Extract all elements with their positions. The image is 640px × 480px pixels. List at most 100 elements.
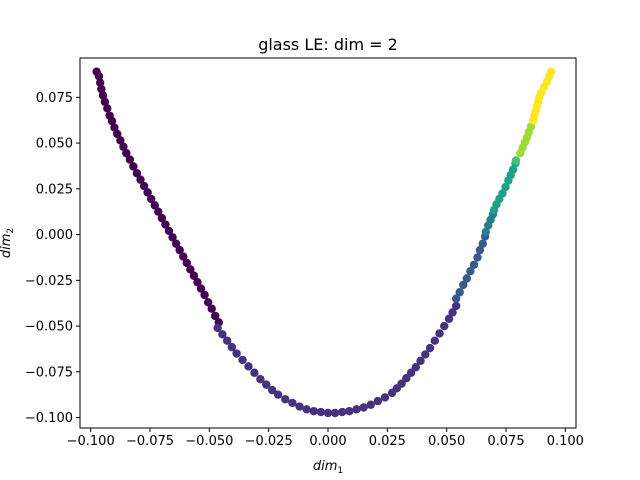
scatter-point — [455, 288, 464, 297]
x-axis-label-sub: 1 — [337, 466, 343, 476]
scatter-point — [469, 260, 479, 269]
data-points — [92, 67, 556, 418]
scatter-point — [136, 175, 145, 184]
scatter-point — [164, 226, 174, 236]
scatter-point — [416, 356, 425, 366]
scatter-point — [146, 194, 156, 204]
scatter-point — [430, 336, 439, 345]
scatter-point — [475, 245, 485, 255]
scatter-point — [132, 169, 142, 178]
scatter-point — [273, 390, 283, 399]
scatter-point — [154, 207, 163, 216]
y-tick-label: −0.025 — [25, 274, 73, 289]
scatter-point — [98, 91, 108, 100]
scatter-point — [129, 162, 138, 171]
scatter-point — [207, 304, 216, 313]
scatter-point — [288, 398, 297, 408]
scatter-point — [546, 67, 556, 76]
scatter-point — [511, 156, 521, 165]
scatter-point — [179, 252, 188, 261]
y-tick-label: 0.000 — [36, 228, 73, 243]
chart-title: glass LE: dim = 2 — [258, 35, 398, 54]
scatter-point — [232, 349, 241, 358]
y-tick-label: 0.075 — [36, 91, 73, 106]
scatter-point — [440, 321, 449, 331]
x-tick-label: −0.050 — [185, 434, 233, 449]
y-tick-label: −0.075 — [25, 365, 73, 380]
y-axis-label-main: dim — [0, 234, 14, 259]
scatter-point — [122, 148, 131, 158]
scatter-point — [97, 84, 106, 94]
scatter-point — [411, 363, 421, 372]
scatter-point — [161, 220, 170, 229]
scatter-point — [256, 374, 265, 384]
y-tick-label: −0.100 — [25, 411, 73, 426]
y-tick-label: 0.050 — [36, 137, 73, 152]
scatter-point — [150, 201, 159, 210]
scatter-point — [478, 239, 487, 248]
scatter-point — [481, 227, 491, 237]
scatter-point — [100, 97, 110, 107]
x-tick-label: 0.000 — [309, 434, 346, 449]
scatter-point — [103, 104, 112, 113]
x-tick-label: 0.100 — [547, 434, 584, 449]
scatter-point — [508, 165, 518, 174]
x-tick-label: −0.025 — [245, 434, 293, 449]
scatter-point — [218, 330, 227, 339]
scatter-point — [448, 308, 457, 317]
scatter-point — [222, 336, 232, 345]
x-axis-ticks: −0.100 −0.075 −0.050 −0.025 0.000 0.025 0.050 0… — [67, 428, 584, 449]
x-tick-label: 0.050 — [428, 434, 465, 449]
scatter-point — [352, 405, 361, 414]
scatter-point — [302, 405, 311, 414]
scatter-point — [359, 403, 368, 412]
scatter-point — [338, 407, 347, 417]
scatter-point — [444, 314, 454, 323]
scatter-point — [119, 142, 128, 151]
scatter-point — [473, 253, 482, 262]
scatter-point — [211, 311, 220, 321]
x-tick-label: −0.100 — [67, 434, 115, 449]
scatter-point — [421, 350, 430, 359]
scatter-point — [462, 274, 472, 283]
y-tick-label: −0.050 — [25, 320, 73, 335]
scatter-point — [189, 271, 199, 280]
scatter-point — [268, 385, 277, 395]
scatter-point — [193, 277, 202, 287]
x-axis-label: dim1 — [313, 459, 343, 476]
scatter-point — [435, 329, 444, 338]
scatter-point — [143, 188, 152, 197]
scatter-point — [501, 182, 510, 192]
scatter-point — [366, 400, 375, 409]
scatter-point — [330, 408, 340, 418]
scatter-point — [466, 266, 475, 276]
scatter-point — [323, 408, 333, 418]
scatter-point — [451, 301, 461, 311]
y-tick-label: 0.025 — [36, 182, 73, 197]
x-tick-label: 0.025 — [369, 434, 406, 449]
scatter-point — [157, 213, 167, 223]
scatter-point — [227, 342, 237, 352]
scatter-point — [262, 380, 271, 389]
scatter-point — [168, 233, 177, 242]
scatter-point — [309, 406, 318, 416]
scatter-point — [116, 136, 125, 145]
scatter-point — [175, 245, 184, 255]
y-axis-ticks: −0.100 −0.075 −0.050 −0.025 0.000 0.025 0.050 0… — [25, 91, 80, 426]
x-tick-label: 0.075 — [487, 434, 524, 449]
scatter-point — [203, 298, 213, 307]
scatter-point — [95, 78, 105, 87]
y-axis-label: dim2 — [0, 228, 16, 258]
scatter-point — [425, 343, 435, 353]
scatter-point — [459, 280, 468, 290]
scatter-point — [345, 406, 354, 416]
scatter-point — [94, 72, 104, 81]
scatter-point — [397, 379, 406, 388]
x-tick-label: −0.075 — [126, 434, 174, 449]
scatter-point — [250, 368, 259, 377]
scatter-point — [295, 402, 304, 411]
scatter-point — [139, 181, 149, 191]
scatter-point — [213, 323, 222, 333]
